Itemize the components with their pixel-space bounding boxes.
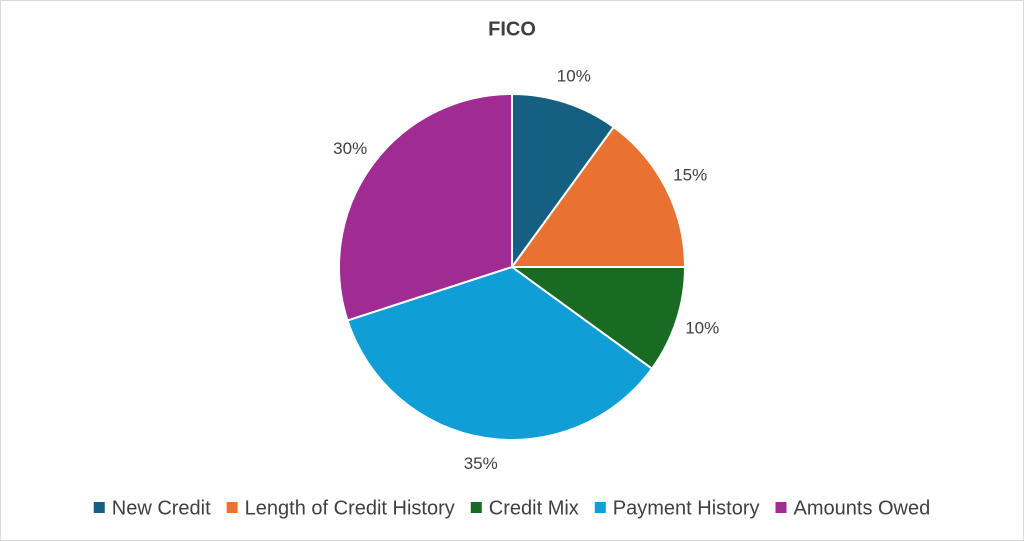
data-label: 15% bbox=[673, 166, 707, 185]
chart-title: FICO bbox=[488, 18, 536, 40]
legend-label: Amounts Owed bbox=[794, 497, 931, 519]
legend-swatch bbox=[470, 502, 482, 513]
legend-label: Credit Mix bbox=[489, 497, 579, 519]
data-label: 10% bbox=[557, 66, 591, 85]
legend-label: Length of Credit History bbox=[245, 497, 455, 519]
legend: New Credit Length of Credit History Credit… bbox=[93, 497, 931, 519]
pie-slice bbox=[508, 266, 687, 371]
data-label: 30% bbox=[333, 139, 367, 158]
legend-swatch bbox=[93, 502, 105, 513]
legend-label: Payment History bbox=[613, 497, 760, 519]
legend-swatch bbox=[594, 502, 606, 513]
legend-swatch bbox=[226, 502, 238, 513]
legend-swatch bbox=[775, 502, 787, 513]
pie-slice bbox=[510, 125, 687, 268]
data-label: 35% bbox=[464, 454, 498, 473]
data-label: 10% bbox=[685, 318, 719, 337]
pie-slice bbox=[346, 265, 654, 441]
pie-slice bbox=[511, 92, 616, 271]
pie-slice bbox=[338, 92, 513, 322]
legend-label: New Credit bbox=[112, 497, 211, 519]
